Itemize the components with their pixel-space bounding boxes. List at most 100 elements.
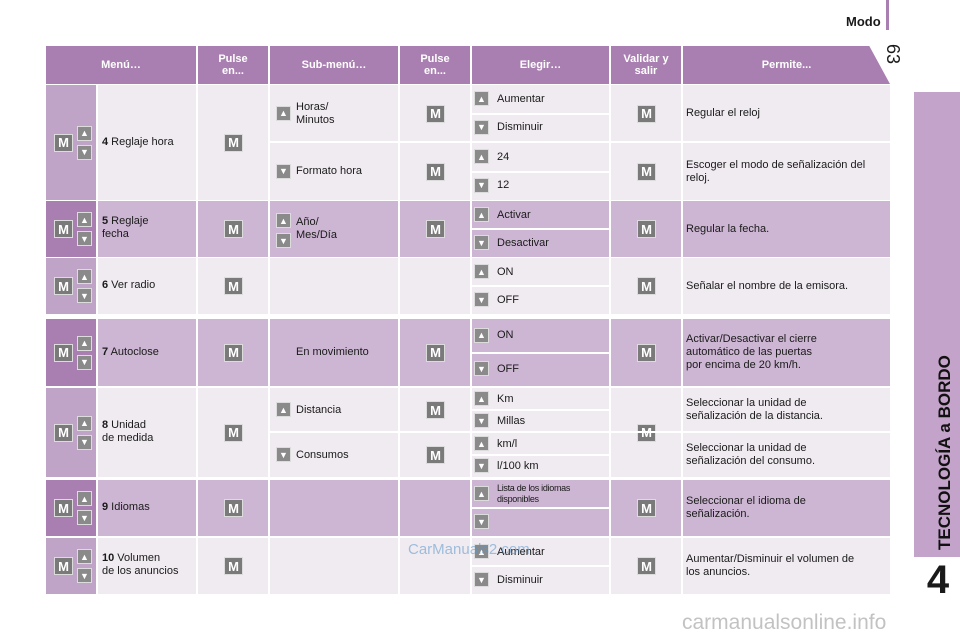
validate-m-button[interactable]: M xyxy=(637,162,656,181)
header-validate: Validar y salir xyxy=(611,46,681,84)
choice-arrow[interactable]: ▲ xyxy=(474,436,489,451)
menu-m-button[interactable]: M xyxy=(54,343,73,362)
menu-m-button[interactable]: M xyxy=(54,133,73,152)
menu-up-arrow[interactable]: ▲ xyxy=(77,549,92,564)
validate-m-button[interactable]: M xyxy=(637,104,656,123)
column-divider xyxy=(268,388,270,477)
submenu-m-button[interactable]: M xyxy=(426,162,445,181)
menu-m-button[interactable]: M xyxy=(54,423,73,442)
choice-arrow[interactable]: ▼ xyxy=(474,177,489,193)
choice-divider xyxy=(472,565,609,567)
submenu-m-button[interactable]: M xyxy=(426,220,445,238)
choice-arrow[interactable]: ▼ xyxy=(474,235,489,250)
menu-up-arrow[interactable]: ▲ xyxy=(77,212,92,227)
menu-down-arrow[interactable]: ▼ xyxy=(77,434,92,450)
section-bar xyxy=(886,0,889,30)
choice-arrow[interactable]: ▼ xyxy=(474,458,489,473)
menu-number: 10 xyxy=(102,552,115,564)
menu-m-button[interactable]: M xyxy=(54,277,73,295)
menu-down-arrow[interactable]: ▼ xyxy=(77,354,92,370)
choice-option: Aumentar xyxy=(497,545,545,558)
submenu-m-button[interactable]: M xyxy=(426,104,445,123)
menu-m-button[interactable]: M xyxy=(54,557,73,575)
column-divider xyxy=(609,201,611,257)
menu-m-button[interactable]: M xyxy=(54,499,73,517)
menu-down-arrow[interactable]: ▼ xyxy=(77,288,92,303)
header-menu: Menú… xyxy=(46,46,196,84)
choice-arrow[interactable]: ▲ xyxy=(474,327,489,343)
menu-down-arrow[interactable]: ▼ xyxy=(77,510,92,525)
choice-arrow[interactable]: ▲ xyxy=(474,149,489,165)
column-divider xyxy=(268,319,270,386)
submenu-arrow[interactable]: ▲ xyxy=(276,213,291,228)
submenu-arrow[interactable]: ▲ xyxy=(276,402,291,417)
permits-text: Seleccionar el idioma de señalización. xyxy=(686,495,806,520)
press-m-button[interactable]: M xyxy=(224,343,243,362)
choice-arrow[interactable]: ▲ xyxy=(474,91,489,107)
validate-m-button[interactable]: M xyxy=(637,499,656,517)
press-m-button[interactable]: M xyxy=(224,220,243,238)
press-m-button[interactable]: M xyxy=(224,423,243,442)
choice-arrow[interactable]: ▼ xyxy=(474,514,489,529)
choice-divider xyxy=(472,454,609,456)
permits-text: Escoger el modo de señalización del relo… xyxy=(686,158,866,184)
press-m-button[interactable]: M xyxy=(224,557,243,575)
menu-down-arrow[interactable]: ▼ xyxy=(77,144,92,160)
choice-arrow[interactable]: ▲ xyxy=(474,207,489,222)
choice-arrow[interactable]: ▼ xyxy=(474,361,489,377)
choice-divider xyxy=(472,409,609,411)
column-divider xyxy=(196,258,198,314)
submenu-m-button[interactable]: M xyxy=(426,343,445,362)
submenu-arrow[interactable]: ▲ xyxy=(276,105,291,121)
validate-m-button[interactable]: M xyxy=(637,277,656,295)
submenu-arrow[interactable]: ▼ xyxy=(276,233,291,248)
choice-arrow[interactable]: ▲ xyxy=(474,391,489,406)
menu-up-arrow[interactable]: ▲ xyxy=(77,491,92,506)
choice-option: Disminuir xyxy=(497,121,543,134)
menu-up-arrow[interactable]: ▲ xyxy=(77,415,92,431)
press-m-button[interactable]: M xyxy=(224,133,243,152)
choice-arrow[interactable]: ▼ xyxy=(474,119,489,135)
choice-arrow[interactable]: ▼ xyxy=(474,413,489,428)
menu-m-button[interactable]: M xyxy=(54,220,73,238)
column-divider xyxy=(470,258,472,314)
choice-arrow[interactable]: ▲ xyxy=(474,264,489,279)
menu-down-arrow[interactable]: ▼ xyxy=(77,231,92,246)
choice-divider xyxy=(472,507,609,509)
validate-m-button[interactable]: M xyxy=(637,557,656,575)
column-divider xyxy=(268,85,270,200)
header-allows: Permite... xyxy=(683,46,890,84)
submenu-arrow[interactable]: ▼ xyxy=(276,163,291,179)
choice-arrow[interactable]: ▲ xyxy=(474,486,489,501)
watermark-top: CarManuals2.com xyxy=(408,541,530,558)
watermark-bottom: carmanualsonline.info xyxy=(682,611,887,634)
submenu-m-button[interactable]: M xyxy=(426,446,445,464)
submenu-arrow[interactable]: ▼ xyxy=(276,447,291,462)
menu-up-arrow[interactable]: ▲ xyxy=(77,269,92,284)
press-m-button[interactable]: M xyxy=(224,277,243,295)
choice-option: OFF xyxy=(497,362,519,375)
validate-m-button[interactable]: M xyxy=(637,220,656,238)
submenu-m-button[interactable]: M xyxy=(426,401,445,419)
choice-arrow[interactable]: ▼ xyxy=(474,292,489,307)
press-m-button[interactable]: M xyxy=(224,499,243,517)
choice-arrow[interactable]: ▲ xyxy=(474,544,489,559)
column-divider xyxy=(268,538,270,594)
menu-item: 4 Reglaje hora xyxy=(102,85,196,200)
column-divider xyxy=(470,480,472,536)
choice-option: Activar xyxy=(497,208,531,221)
column-divider xyxy=(196,480,198,536)
column-divider xyxy=(268,258,270,314)
menu-number: 6 xyxy=(102,279,109,291)
choice-option: Aumentar xyxy=(497,92,545,105)
menu-down-arrow[interactable]: ▼ xyxy=(77,568,92,583)
choice-option: Disminuir xyxy=(497,573,543,586)
column-divider xyxy=(609,319,611,386)
menu-up-arrow[interactable]: ▲ xyxy=(77,335,92,351)
validate-m-button[interactable]: M xyxy=(637,343,656,362)
choice-arrow[interactable]: ▼ xyxy=(474,572,489,587)
menu-label: Ver radio xyxy=(108,279,156,291)
permits-text: Activar/Desactivar el cierre automático … xyxy=(686,333,817,371)
menu-up-arrow[interactable]: ▲ xyxy=(77,125,92,141)
column-divider xyxy=(681,201,683,257)
